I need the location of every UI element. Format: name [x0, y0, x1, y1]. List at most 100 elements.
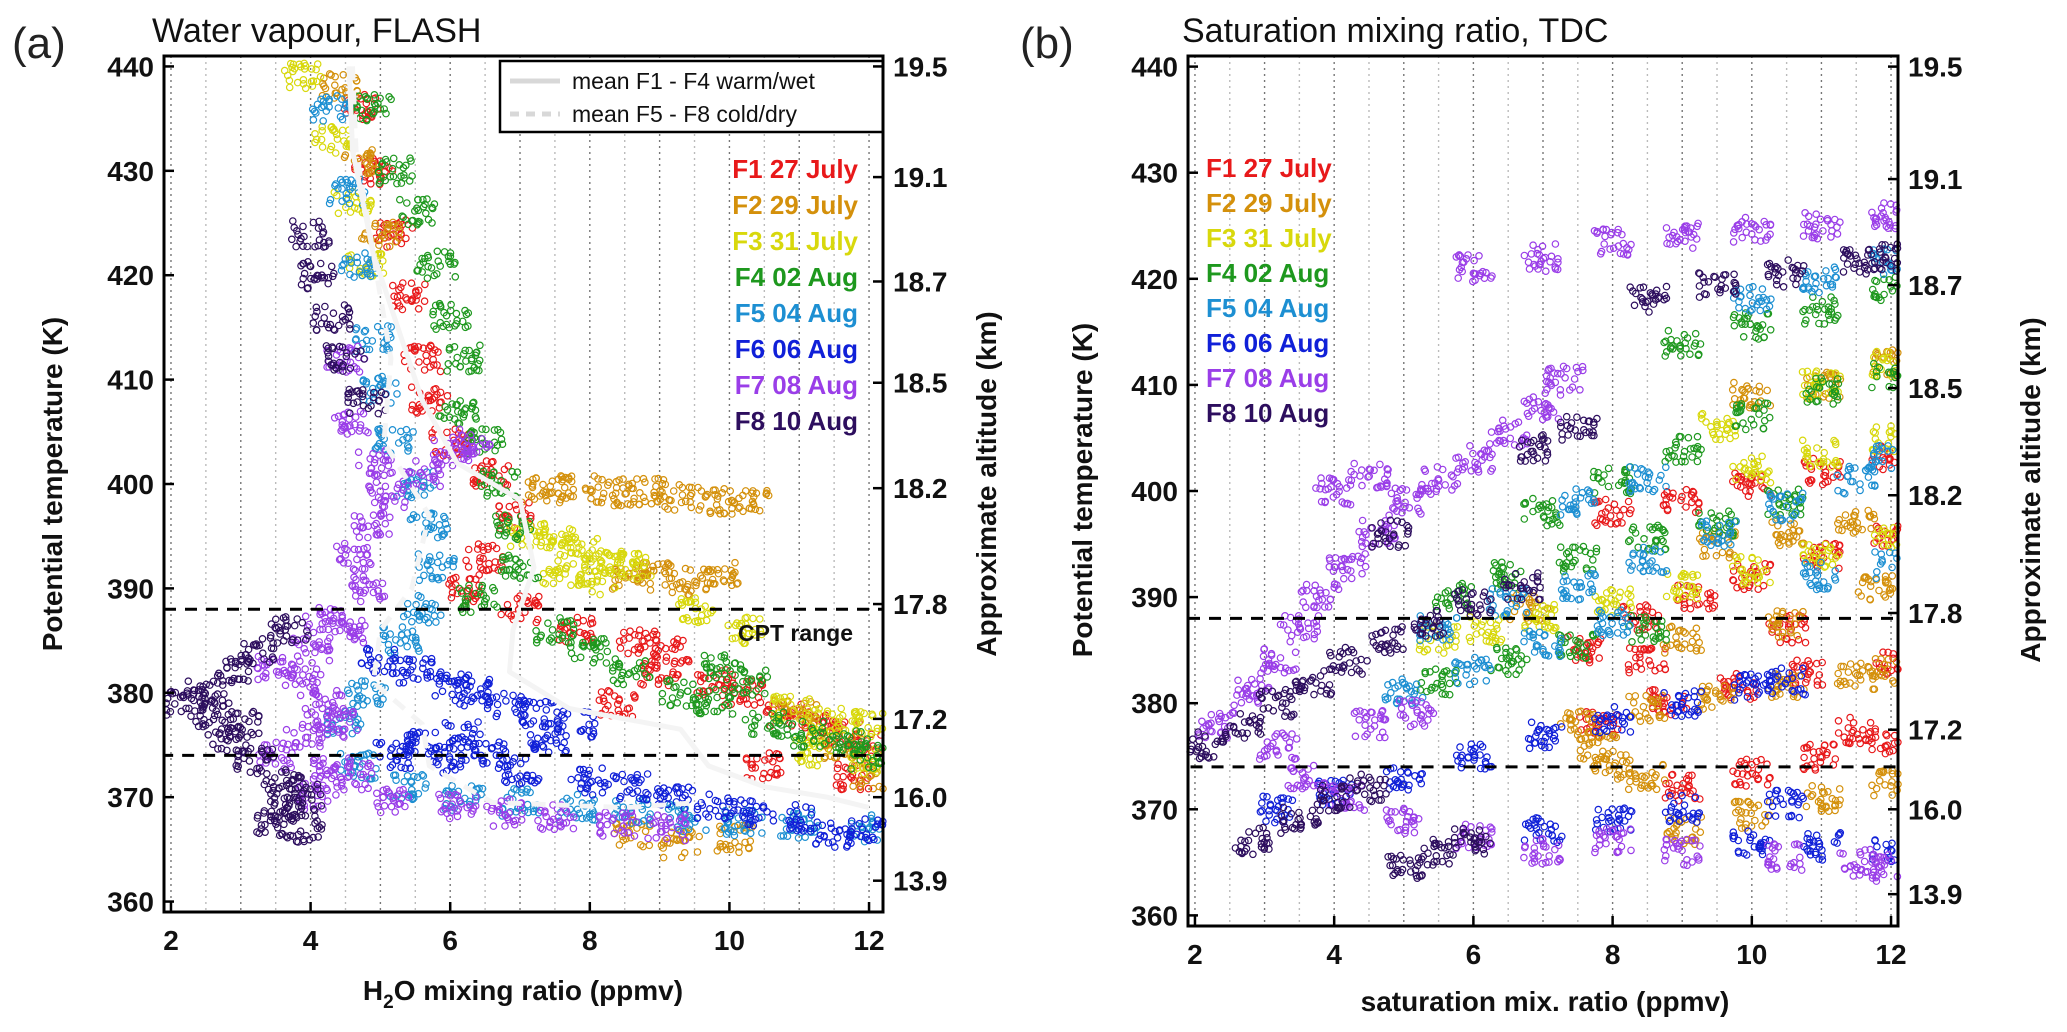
data-point-f8 [299, 222, 307, 231]
data-point-f8 [209, 715, 218, 724]
data-point-f4 [548, 626, 557, 634]
data-point-f7 [366, 560, 375, 569]
data-point-f1 [401, 294, 410, 302]
data-point-f6 [598, 788, 607, 797]
data-point-f2 [695, 506, 703, 514]
data-point-f2 [627, 484, 636, 493]
data-point-f2 [395, 221, 404, 229]
data-point-f4 [421, 209, 430, 218]
data-point-f7 [325, 656, 334, 665]
data-point-f5 [403, 771, 412, 780]
data-point-f4 [603, 647, 612, 656]
data-point-f1 [619, 628, 628, 637]
data-point-f2 [755, 506, 764, 515]
data-point-f7 [653, 811, 662, 820]
data-point-f2 [731, 558, 739, 567]
data-point-f2 [635, 488, 644, 497]
data-point-f6 [399, 678, 408, 687]
x-tick-label: 8 [582, 925, 598, 956]
data-point-f2 [582, 486, 590, 494]
data-point-f6 [502, 697, 510, 705]
data-point-f1 [475, 571, 484, 579]
panel-a-cpt-label: CPT range [738, 620, 853, 646]
data-point-f1 [634, 631, 643, 640]
data-point-f4 [728, 710, 737, 718]
data-point-f2 [524, 478, 533, 486]
data-point-f2 [676, 835, 685, 844]
data-point-f5 [345, 199, 354, 208]
data-point-f4 [748, 691, 757, 699]
data-point-f2 [711, 486, 719, 494]
data-point-f3 [312, 77, 321, 86]
data-point-f6 [833, 833, 842, 842]
data-point-f3 [333, 135, 342, 143]
data-point-f6 [769, 816, 778, 825]
data-point-f1 [503, 600, 512, 609]
data-point-f1 [696, 677, 705, 686]
data-point-f3 [300, 59, 309, 68]
data-point-f2 [722, 845, 731, 854]
data-point-f6 [752, 802, 761, 811]
data-point-f3 [300, 65, 309, 73]
data-point-f2 [641, 478, 649, 487]
data-point-f2 [670, 506, 679, 514]
data-point-f2 [668, 582, 677, 591]
data-point-f1 [742, 755, 751, 764]
data-point-f8 [320, 314, 329, 322]
data-point-f8 [299, 242, 307, 251]
data-point-f1 [654, 680, 663, 689]
data-point-f2 [560, 483, 569, 492]
data-point-f2 [536, 492, 544, 500]
data-point-f5 [388, 425, 397, 434]
data-point-f8 [177, 707, 186, 716]
data-point-f7 [380, 471, 388, 480]
data-point-f1 [846, 772, 855, 781]
data-point-f1 [630, 694, 639, 702]
data-point-f4 [707, 654, 715, 662]
data-point-f6 [474, 718, 482, 726]
data-point-f6 [553, 708, 561, 717]
data-point-f1 [1595, 654, 1604, 662]
data-point-f2 [727, 581, 736, 590]
data-point-f2 [385, 242, 394, 251]
data-point-f1 [407, 383, 416, 392]
data-point-f5 [334, 104, 343, 112]
data-point-f5 [407, 617, 416, 626]
data-point-f1 [748, 764, 756, 772]
data-point-f1 [657, 674, 666, 682]
data-point-f6 [567, 775, 576, 784]
data-point-f1 [651, 635, 660, 644]
data-point-f2 [696, 502, 705, 510]
data-point-f2 [339, 71, 348, 79]
data-point-f2 [692, 578, 701, 587]
data-point-f8 [329, 309, 338, 318]
data-point-f1 [422, 351, 430, 360]
data-point-f1 [636, 645, 645, 654]
data-point-f3 [285, 83, 294, 92]
data-point-f4 [789, 741, 798, 750]
data-point-f6 [448, 690, 457, 699]
data-point-f1 [1601, 495, 1610, 504]
panel-a-ylabel: Potential temperature (K) [37, 317, 68, 652]
data-point-f4 [611, 655, 620, 663]
data-point-f2 [542, 488, 550, 497]
data-point-f1 [443, 391, 452, 400]
data-point-f2 [713, 565, 722, 574]
data-point-f1 [390, 292, 398, 301]
data-point-f1 [473, 545, 482, 553]
data-point-f3 [332, 191, 341, 200]
data-point-f3 [295, 60, 304, 69]
data-point-f6 [449, 745, 458, 753]
panel-b: (b) Saturation mixing ratio, TDC F1 27 J… [1020, 12, 2046, 1017]
data-point-f1 [651, 663, 659, 672]
data-point-f7 [364, 533, 372, 542]
data-point-f8 [353, 398, 362, 406]
data-point-f4 [658, 697, 667, 706]
data-point-f2 [598, 494, 607, 502]
data-point-f4 [632, 672, 641, 681]
data-point-f1 [396, 283, 405, 292]
data-point-f3 [331, 127, 339, 136]
y2-tick-label: 13.9 [893, 866, 948, 897]
data-point-f2 [811, 714, 819, 723]
